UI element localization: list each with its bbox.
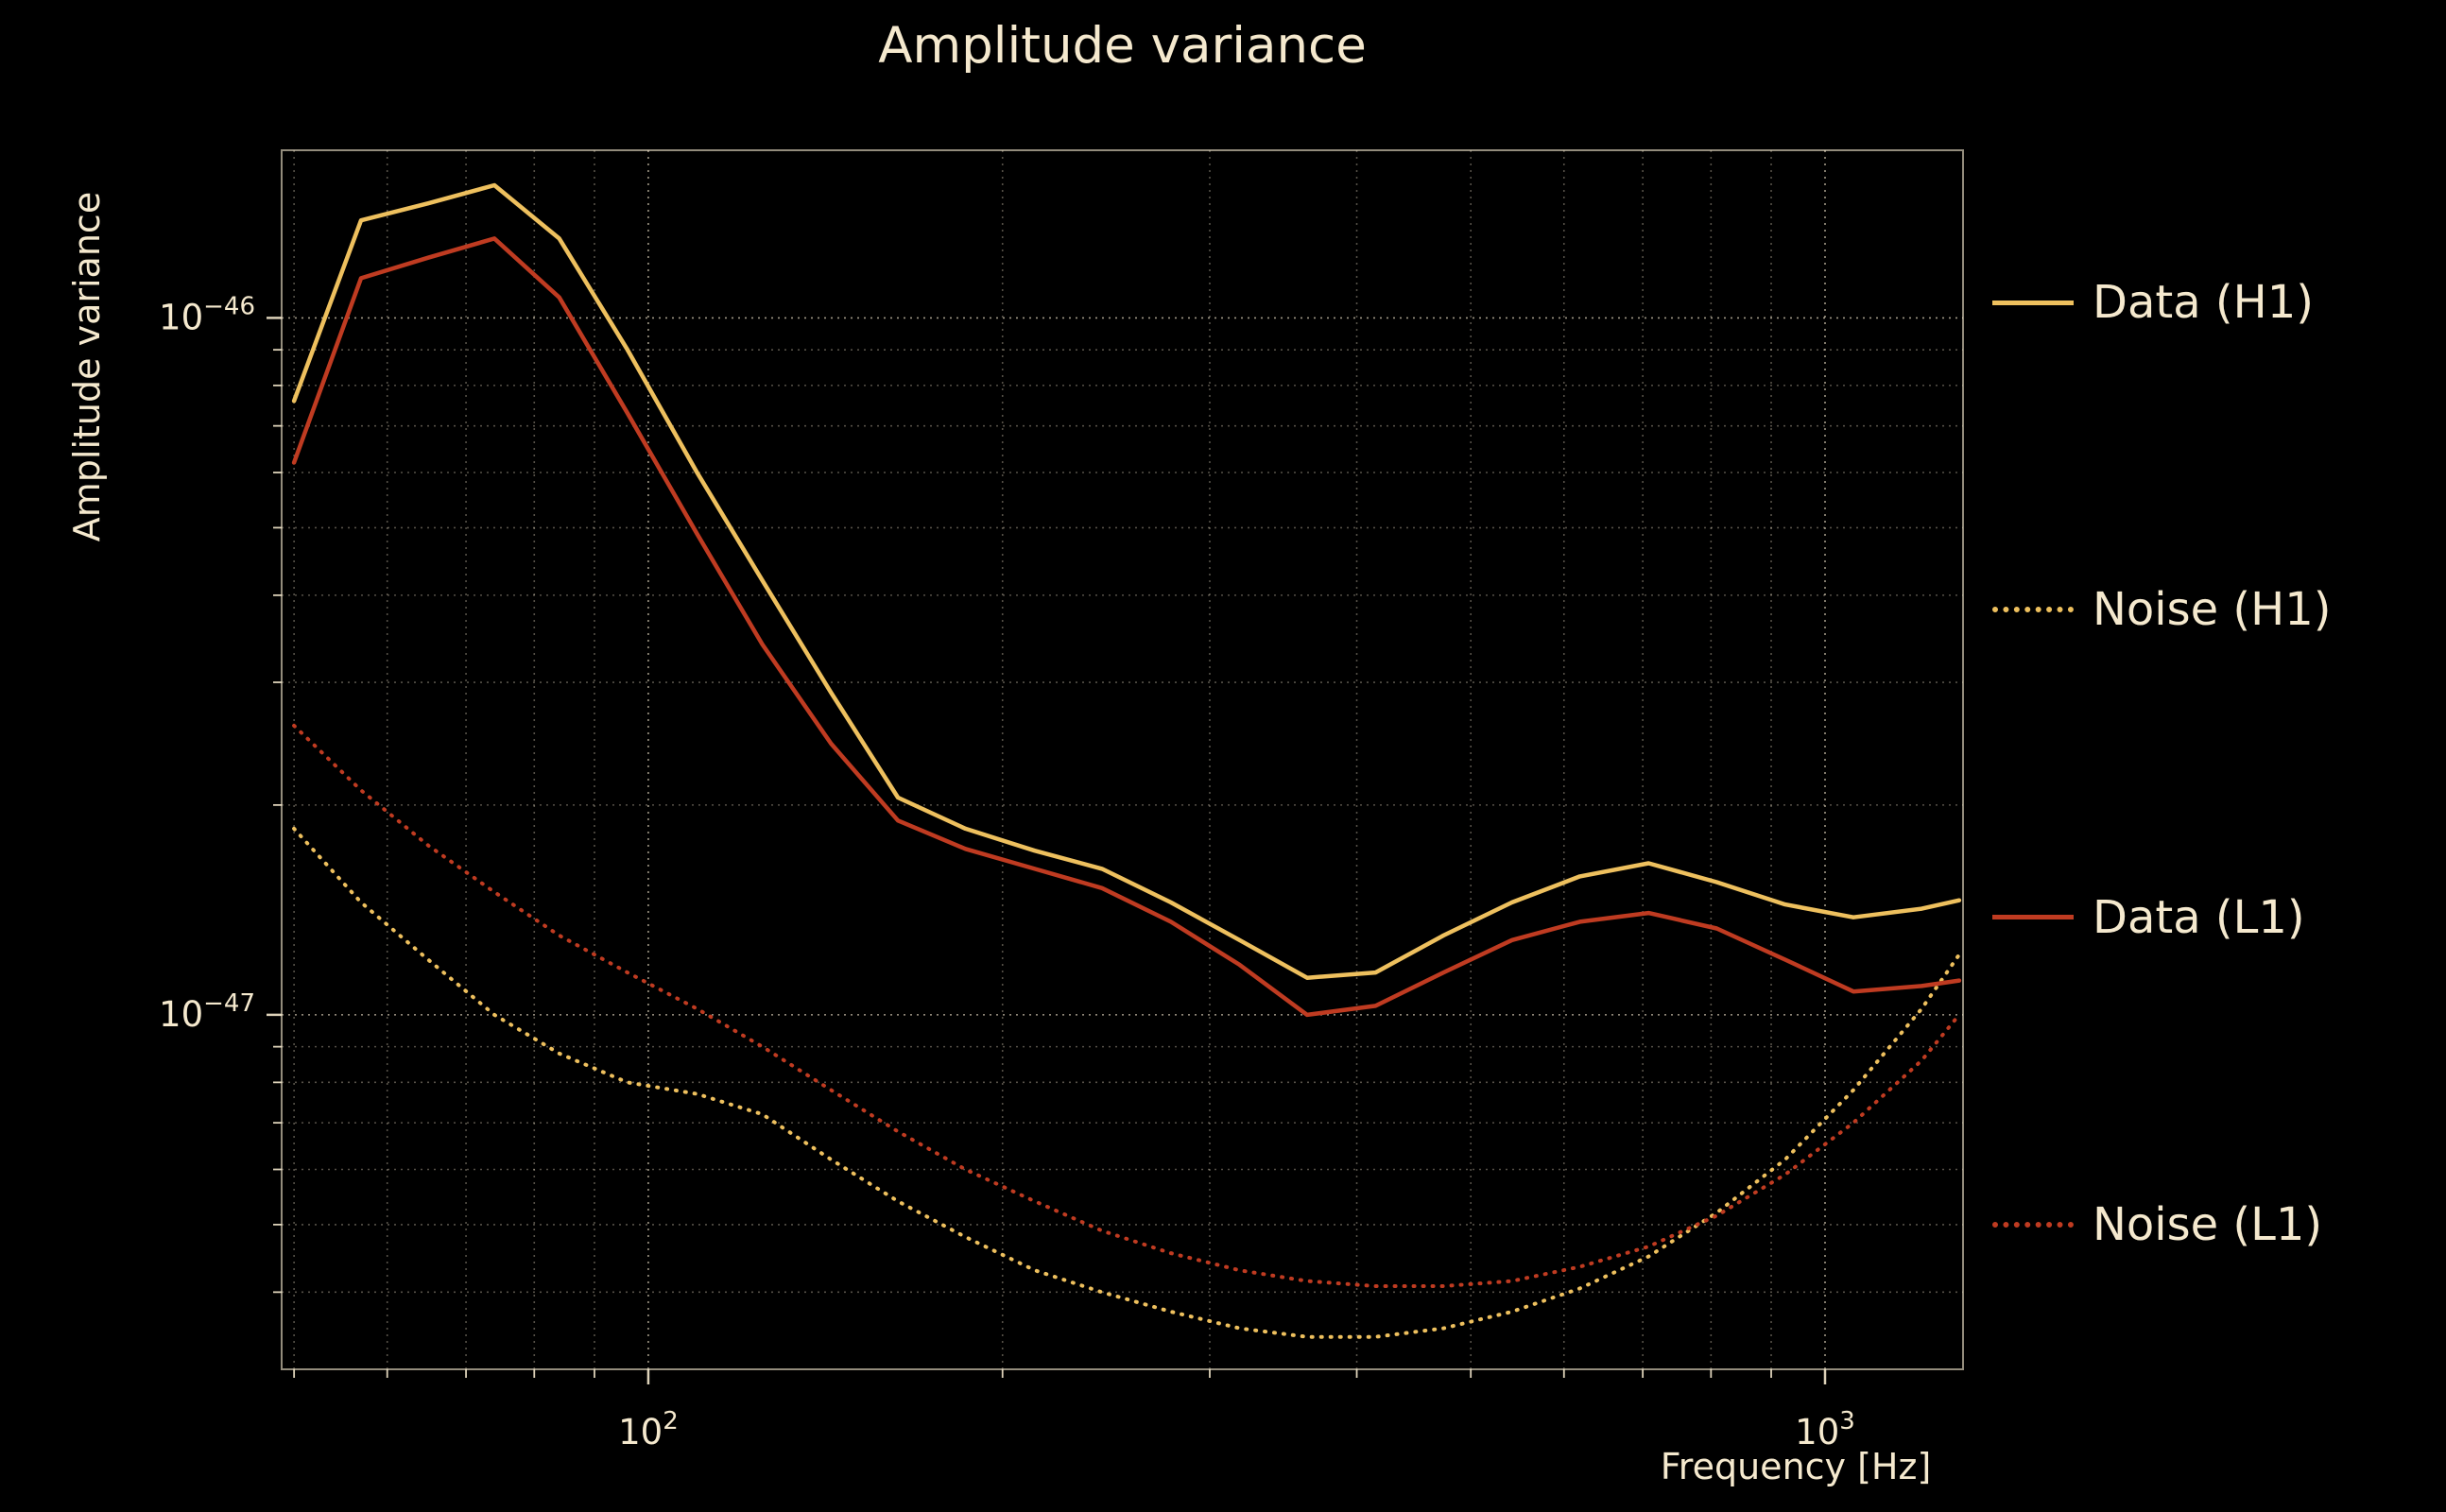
legend-noise-l1-label: Noise (L1) — [2093, 1197, 2323, 1251]
legend-noise-h1-line — [1992, 607, 2074, 613]
legend-item-noise-h1: Noise (H1) — [1992, 583, 2437, 636]
series-line-0 — [291, 182, 1962, 980]
series-line-3 — [292, 723, 1961, 1288]
chart-title: Amplitude variance — [878, 17, 1367, 75]
x-axis-label: Frequency [Hz] — [1660, 1446, 1932, 1487]
y-tick-label: 10−47 — [159, 989, 255, 1035]
plot-border — [281, 149, 1964, 1370]
legend-item-noise-l1: Noise (L1) — [1992, 1198, 2437, 1251]
x-tick-label: 102 — [618, 1407, 679, 1452]
legend-item-data-l1: Data (L1) — [1992, 891, 2437, 944]
legend-noise-l1-line — [1992, 1221, 2074, 1228]
legend-data-h1-line — [1992, 300, 2074, 305]
y-tick-label: 10−46 — [159, 292, 255, 337]
series-line-1 — [292, 826, 1961, 1339]
legend-item-data-h1: Data (H1) — [1992, 276, 2437, 329]
legend-noise-h1-label: Noise (H1) — [2093, 583, 2332, 637]
legend: Data (H1) Noise (H1) Data (L1) Noise (L1… — [1992, 276, 2437, 1251]
legend-data-h1-label: Data (H1) — [2093, 276, 2314, 329]
series-line-2 — [291, 236, 1962, 1018]
legend-data-l1-label: Data (L1) — [2093, 890, 2305, 944]
legend-data-l1-line — [1992, 915, 2074, 920]
